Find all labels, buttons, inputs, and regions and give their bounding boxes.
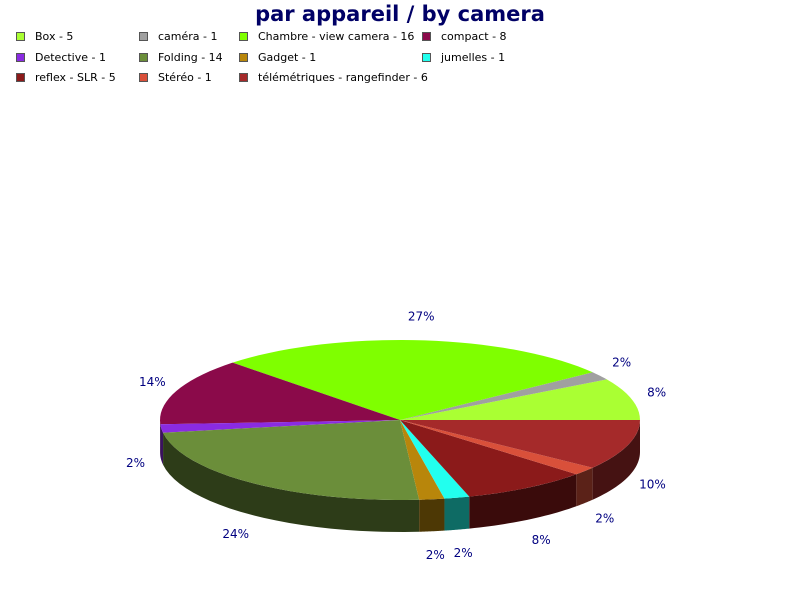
pie-slice xyxy=(400,379,640,420)
pie-percent-label: 2% xyxy=(612,356,631,370)
legend-label: jumelles - 1 xyxy=(441,50,506,64)
legend: Box - 5 caméra - 1 Chambre - view camera -… xyxy=(0,0,800,100)
pie-percent-label: 2% xyxy=(426,548,445,562)
legend-item: reflex - SLR - 5 xyxy=(16,70,116,84)
legend-swatch xyxy=(422,52,431,62)
legend-swatch xyxy=(239,72,248,82)
legend-item: Detective - 1 xyxy=(16,50,106,64)
pie-slice-side xyxy=(592,420,640,500)
pie-slice-side xyxy=(444,496,470,531)
legend-item: caméra - 1 xyxy=(139,29,218,43)
legend-label: reflex - SLR - 5 xyxy=(35,70,116,84)
legend-item: Folding - 14 xyxy=(139,50,223,64)
legend-item: télémétriques - rangefinder - 6 xyxy=(239,70,428,84)
pie-percent-label: 8% xyxy=(532,533,551,547)
pie-slice-side xyxy=(576,467,593,507)
legend-swatch xyxy=(239,31,248,41)
legend-swatch xyxy=(139,52,148,62)
pie-slice-side xyxy=(160,424,164,465)
legend-item: Chambre - view camera - 16 xyxy=(239,29,414,43)
legend-item: jumelles - 1 xyxy=(422,50,505,64)
pie-slice xyxy=(400,420,470,499)
legend-swatch xyxy=(16,52,25,62)
pie-slice-side xyxy=(469,474,577,529)
pie-slice xyxy=(232,340,593,420)
pie-percent-label: 2% xyxy=(595,511,614,525)
pie-slice xyxy=(400,420,445,500)
pie-slice xyxy=(163,420,420,500)
pie-percent-label: 10% xyxy=(639,478,666,492)
pie-slice xyxy=(400,420,577,497)
pie-slice xyxy=(400,372,607,420)
legend-swatch xyxy=(422,31,431,41)
pie-slice-side xyxy=(163,432,420,532)
chart-title: par appareil / by camera xyxy=(255,2,545,26)
legend-item: Gadget - 1 xyxy=(239,50,316,64)
pie-percent-label: 14% xyxy=(139,375,166,389)
pie-slice xyxy=(160,420,400,433)
pie-slice xyxy=(400,420,640,468)
pie-slice xyxy=(400,420,593,475)
pie-percent-label: 8% xyxy=(647,386,666,400)
pie-percent-label: 2% xyxy=(126,456,145,470)
legend-item: Box - 5 xyxy=(16,29,73,43)
legend-swatch xyxy=(139,72,148,82)
pie-percent-label: 27% xyxy=(408,309,435,323)
pie-slice xyxy=(160,362,400,425)
legend-label: Box - 5 xyxy=(35,29,74,43)
legend-label: Folding - 14 xyxy=(158,50,223,64)
legend-swatch xyxy=(139,31,148,41)
legend-label: Gadget - 1 xyxy=(258,50,317,64)
legend-label: compact - 8 xyxy=(441,29,507,43)
pie-percent-label: 2% xyxy=(454,546,473,560)
pie-slice-side xyxy=(419,498,445,532)
legend-label: Stéréo - 1 xyxy=(158,70,212,84)
legend-swatch xyxy=(16,72,25,82)
legend-swatch xyxy=(239,52,248,62)
legend-swatch xyxy=(16,31,25,41)
legend-label: caméra - 1 xyxy=(158,29,218,43)
legend-item: compact - 8 xyxy=(422,29,507,43)
legend-label: Chambre - view camera - 16 xyxy=(258,29,415,43)
legend-label: télémétriques - rangefinder - 6 xyxy=(258,70,428,84)
legend-label: Detective - 1 xyxy=(35,50,106,64)
pie-percent-label: 24% xyxy=(222,527,249,541)
legend-item: Stéréo - 1 xyxy=(139,70,212,84)
